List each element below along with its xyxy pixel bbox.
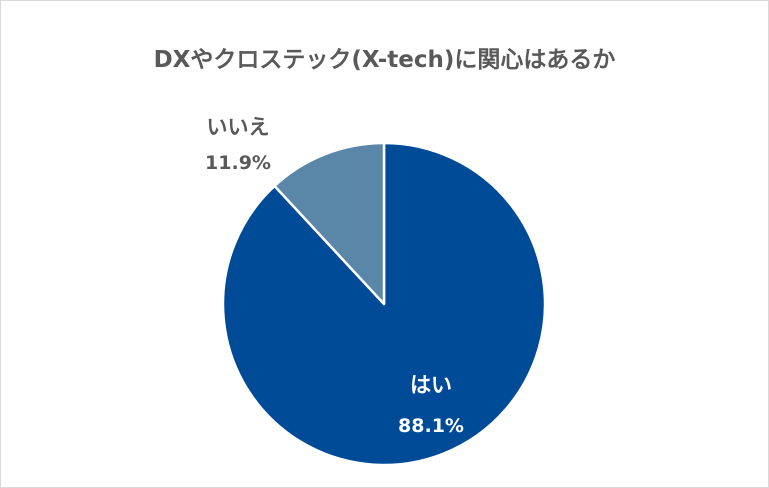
chart-title: DXやクロステック(X-tech)に関心はあるか — [153, 47, 616, 73]
pie-labels: はい 88.1% いいえ 11.9% — [205, 115, 464, 437]
pie-slice-no — [273, 141, 386, 306]
pie-slices — [221, 141, 547, 467]
slice-value-label: 88.1% — [398, 415, 464, 437]
slice-category-label: はい — [410, 373, 452, 397]
slice-category-label: いいえ — [207, 115, 270, 139]
slice-value-label: 11.9% — [205, 152, 271, 174]
